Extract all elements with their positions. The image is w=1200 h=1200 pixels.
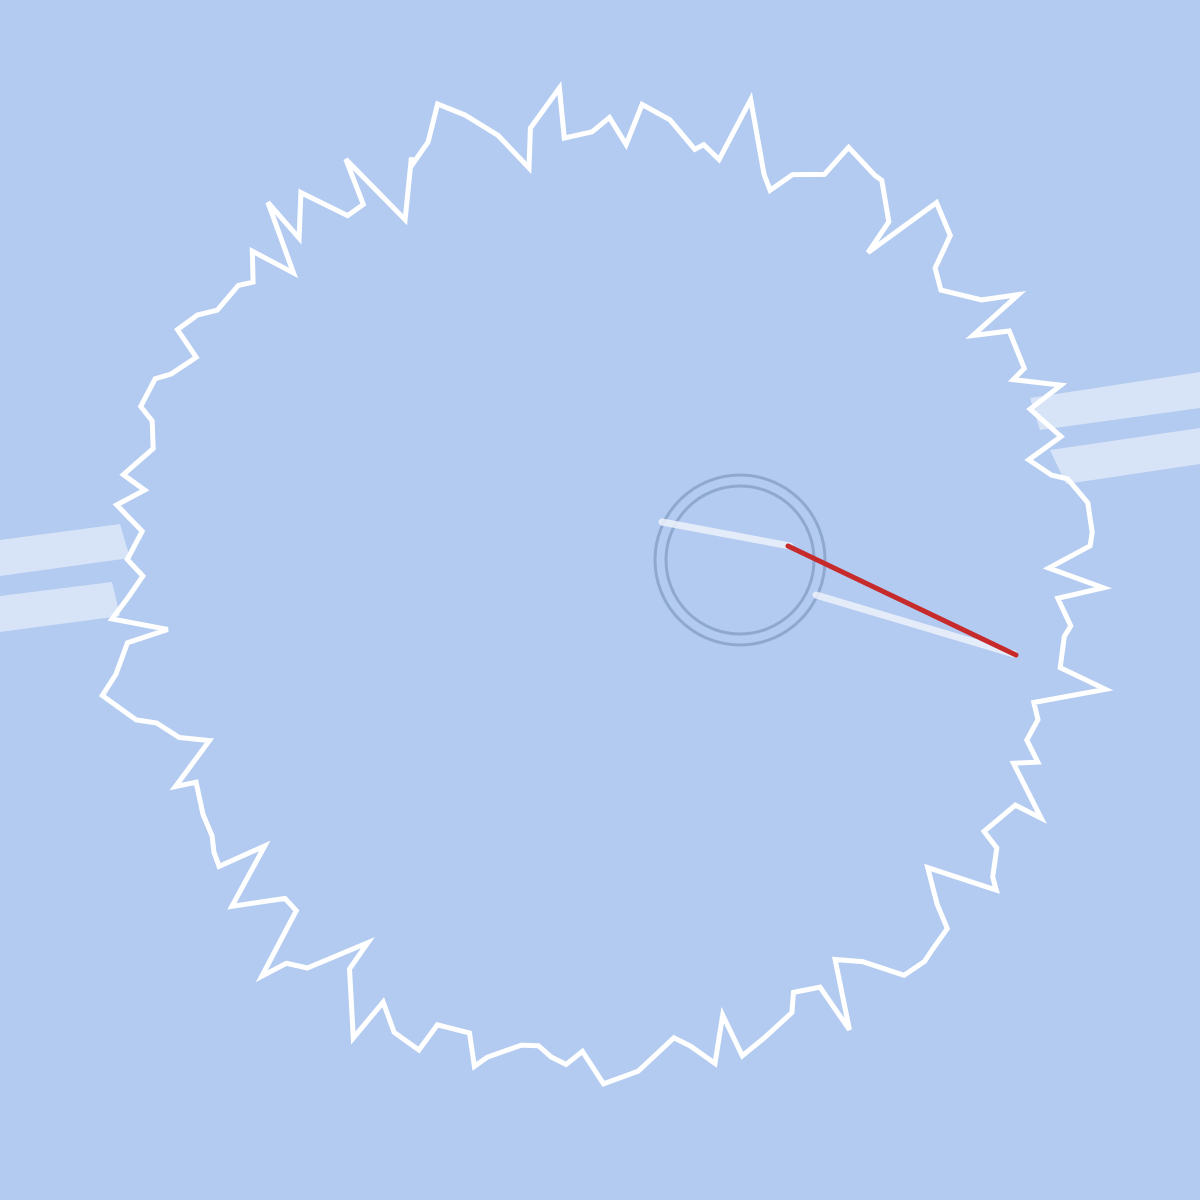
target-outer-ring xyxy=(653,473,827,647)
guide-line-lower xyxy=(812,591,1018,658)
aim-line[interactable] xyxy=(785,543,1019,658)
guide-line-upper xyxy=(658,518,794,550)
rail-left-upper xyxy=(0,524,130,576)
rail-right-upper xyxy=(1030,372,1200,430)
arena-outline xyxy=(98,81,1114,1087)
rail-right-lower xyxy=(1050,428,1200,484)
rail-left-lower xyxy=(0,582,120,632)
edge-rails xyxy=(0,372,1200,632)
